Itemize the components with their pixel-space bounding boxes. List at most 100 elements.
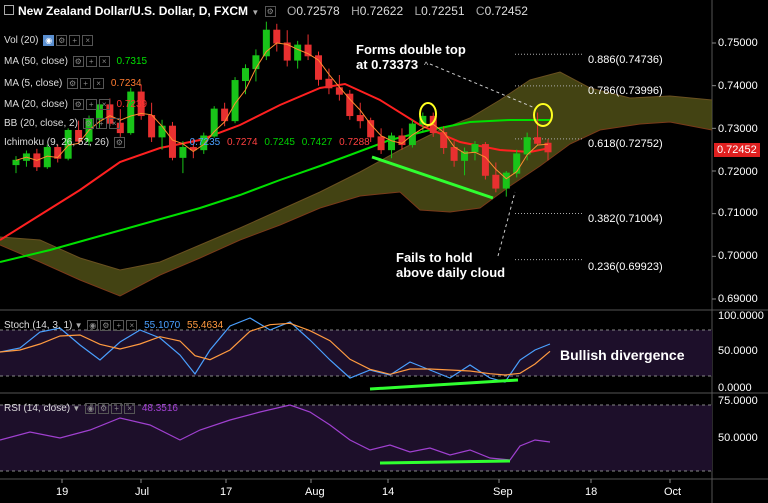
stoch-tick: 0.0000: [718, 382, 752, 394]
candle-body: [513, 153, 521, 174]
dropdown-icon[interactable]: ▼: [251, 8, 260, 17]
stoch-d-line: [0, 322, 551, 376]
indicator-ichimoku[interactable]: Ichimoku (9, 26, 52, 26) ⚙ 0.7235 0.7274…: [4, 137, 370, 149]
candle-body: [523, 137, 531, 155]
candle-body: [450, 147, 458, 161]
ma5-value: 0.7234: [110, 78, 142, 90]
settings-icon[interactable]: ⚙: [72, 56, 84, 67]
open-value: 0.72578: [296, 4, 340, 18]
eye-icon[interactable]: ◉: [43, 35, 55, 46]
close-icon[interactable]: ×: [124, 403, 136, 414]
settings-icon[interactable]: ⚙: [100, 320, 112, 331]
candle-body: [54, 147, 62, 159]
candle-body: [471, 144, 479, 153]
rsi-legend[interactable]: RSI (14, close) ▼ ◉ ⚙ + × 48.3516: [4, 403, 178, 415]
symbol-title: New Zealand Dollar/U.S. Dollar, D, FXCM: [18, 4, 249, 18]
fib-label: 0.618(0.72752): [588, 138, 663, 150]
settings-icon[interactable]: ⚙: [67, 78, 79, 89]
candle-body: [262, 29, 270, 57]
ma50-value: 0.7315: [116, 56, 148, 68]
indicator-ma20[interactable]: MA (20, close) ⚙ + × 0.7239: [4, 99, 148, 111]
price-tick: 0.69000: [718, 293, 758, 305]
annotation-arrow: [497, 191, 516, 257]
high-value: 0.72622: [359, 4, 404, 18]
candle-body: [398, 135, 406, 146]
collapse-icon[interactable]: [4, 5, 14, 15]
settings-icon[interactable]: ⚙: [98, 403, 110, 414]
time-label: Oct: [664, 486, 682, 498]
eye-icon[interactable]: ◉: [85, 403, 97, 414]
candle-body: [502, 172, 510, 189]
ma20-line: [0, 82, 551, 241]
price-tick: 0.73000: [718, 123, 758, 135]
ohlc-readout: O0.72578 H0.72622 L0.72251 C0.72452: [287, 4, 528, 18]
price-tick: 0.75000: [718, 37, 758, 49]
candle-body: [388, 135, 396, 151]
candle-body: [481, 144, 489, 176]
rsi-line: [0, 404, 551, 461]
candle-body: [315, 55, 323, 80]
fib-label: 0.786(0.73996): [588, 85, 663, 97]
stoch-k-value: 55.1070: [144, 320, 181, 332]
close-icon[interactable]: ×: [98, 56, 110, 67]
ma50-line: [0, 119, 550, 263]
price-tick: 0.72000: [718, 166, 758, 178]
settings-icon[interactable]: ⚙: [113, 137, 125, 148]
candle-body: [461, 151, 469, 161]
add-icon[interactable]: +: [95, 118, 107, 129]
settings-icon[interactable]: ⚙: [56, 35, 68, 46]
candle-body: [377, 136, 385, 151]
stoch-tick: 50.0000: [718, 345, 758, 357]
rsi-trendline: [379, 459, 511, 465]
fib-label: 0.236(0.69923): [588, 261, 663, 273]
chart-header: New Zealand Dollar/U.S. Dollar, D, FXCM …: [4, 5, 528, 19]
add-icon[interactable]: +: [85, 99, 97, 110]
rsi-tick: 75.0000: [718, 395, 758, 407]
close-value: 0.72452: [484, 4, 528, 18]
settings-icon[interactable]: ⚙: [264, 6, 276, 18]
low-value: 0.72251: [421, 4, 465, 18]
add-icon[interactable]: +: [113, 320, 125, 331]
candle-body: [210, 108, 218, 137]
close-icon[interactable]: ×: [93, 78, 105, 89]
stoch-d-value: 55.4634: [187, 320, 224, 332]
bullish-divergence-annotation: Bullish divergence: [560, 347, 685, 363]
add-icon[interactable]: +: [85, 56, 97, 67]
candle-body: [408, 123, 416, 146]
add-icon[interactable]: +: [80, 78, 92, 89]
eye-icon[interactable]: ◉: [87, 320, 99, 331]
close-icon[interactable]: ×: [82, 35, 94, 46]
ma20-value: 0.7239: [116, 99, 148, 111]
add-icon[interactable]: +: [111, 403, 123, 414]
indicator-ma5[interactable]: MA (5, close) ⚙ + × 0.7234: [4, 78, 142, 90]
close-icon[interactable]: ×: [126, 320, 138, 331]
candle-body: [158, 125, 166, 138]
divergence-line: [369, 378, 519, 391]
candle-body: [492, 174, 500, 189]
indicator-vol[interactable]: Vol (20) ◉ ⚙ + ×: [4, 35, 94, 47]
time-label: 19: [56, 486, 69, 498]
add-icon[interactable]: +: [69, 35, 81, 46]
candle-body: [75, 129, 83, 142]
candle-body: [273, 29, 281, 44]
candle-body: [116, 122, 124, 134]
candle-body: [127, 91, 135, 134]
rsi-band: [0, 405, 712, 471]
fib-label: 0.886(0.74736): [588, 54, 663, 66]
close-icon[interactable]: ×: [98, 99, 110, 110]
rsi-value: 48.3516: [141, 403, 178, 415]
stoch-band: [0, 330, 712, 376]
candle-body: [356, 115, 364, 122]
indicator-bb[interactable]: BB (20, close, 2) ⚙ + ×: [4, 118, 120, 130]
candle-body: [221, 108, 229, 122]
candle-body: [179, 147, 187, 158]
fib-label: 0.382(0.71004): [588, 213, 663, 225]
close-icon[interactable]: ×: [108, 118, 120, 129]
settings-icon[interactable]: ⚙: [72, 99, 84, 110]
indicator-ma50[interactable]: MA (50, close) ⚙ + × 0.7315: [4, 56, 148, 68]
stoch-legend[interactable]: Stoch (14, 3, 1) ▼ ◉ ⚙ + × 55.1070 55.4634: [4, 320, 224, 332]
candle-body: [106, 104, 114, 124]
settings-icon[interactable]: ⚙: [82, 118, 94, 129]
current-price-badge: 0.72452: [714, 143, 760, 157]
